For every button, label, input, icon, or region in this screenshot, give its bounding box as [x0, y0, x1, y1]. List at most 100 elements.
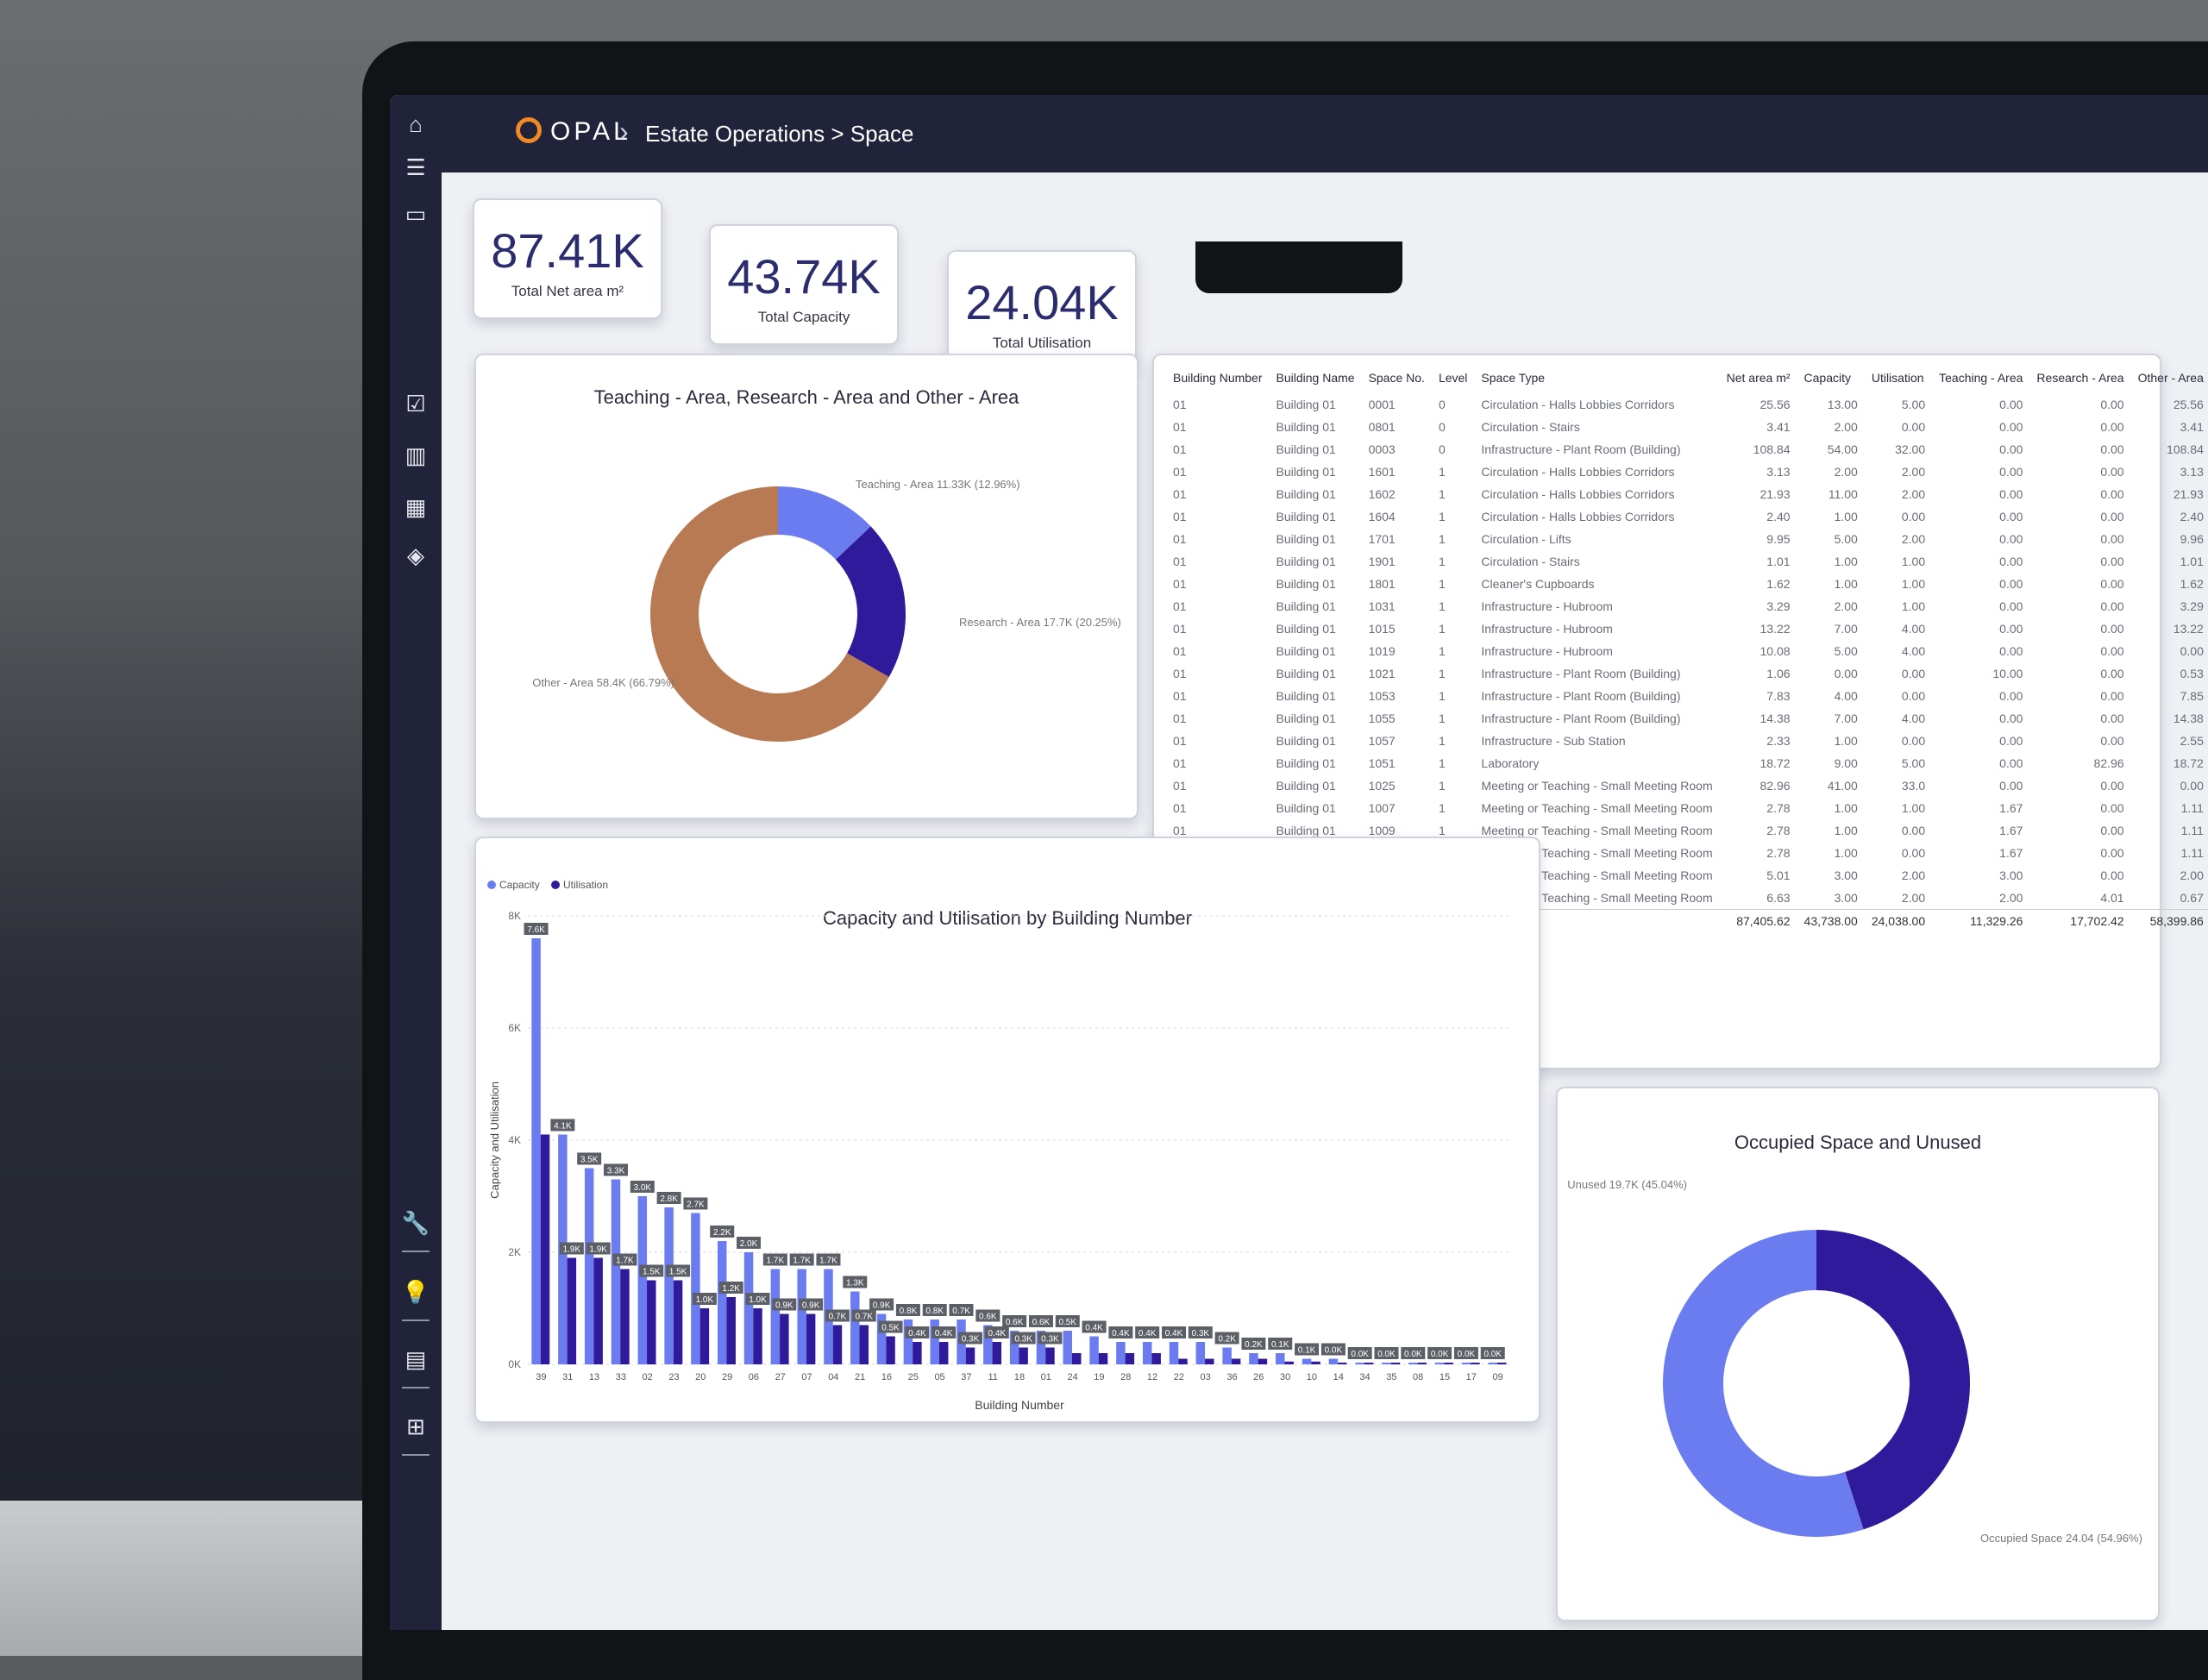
table-row[interactable]: 01 Building 01 1021 1 Infrastructure - Plant…	[1166, 662, 2208, 685]
utilisation-bar[interactable]	[647, 1280, 656, 1365]
column-header[interactable]: Building Number	[1173, 371, 1263, 385]
column-header[interactable]: Space Type	[1481, 371, 1546, 385]
table-row[interactable]: 01 Building 01 1053 1 Infrastructure - Plant…	[1166, 685, 2208, 707]
capacity-bar[interactable]	[664, 1207, 674, 1364]
utilisation-bar[interactable]	[1471, 1363, 1480, 1364]
table-row[interactable]: 01 Building 01 1801 1 Cleaner's Cupboards 1.6…	[1166, 573, 2208, 595]
table-row[interactable]: 01 Building 01 1901 1 Circulation - Stairs 1.…	[1166, 550, 2208, 573]
capacity-bar[interactable]	[903, 1320, 913, 1364]
capacity-bar[interactable]	[850, 1291, 860, 1365]
home-icon[interactable]: ⌂	[409, 111, 423, 137]
capacity-bar[interactable]	[1142, 1342, 1152, 1364]
utilisation-bar[interactable]	[1178, 1358, 1188, 1365]
capacity-bar[interactable]	[1036, 1331, 1046, 1364]
utilisation-bar[interactable]	[780, 1313, 789, 1365]
capacity-bar[interactable]	[1461, 1363, 1471, 1364]
utilisation-bar[interactable]	[620, 1269, 630, 1365]
capacity-bar[interactable]	[1408, 1363, 1418, 1364]
utilisation-bar[interactable]	[726, 1297, 736, 1364]
table-row[interactable]: 01 Building 01 1055 1 Infrastructure - Plant…	[1166, 707, 2208, 730]
column-header[interactable]: Space No.	[1368, 371, 1425, 385]
capacity-bar[interactable]	[1276, 1353, 1285, 1364]
capacity-bar[interactable]	[1382, 1363, 1391, 1364]
utilisation-bar[interactable]	[1390, 1363, 1401, 1364]
capacity-bar[interactable]	[770, 1269, 781, 1365]
column-header[interactable]: Research - Area	[2036, 371, 2124, 385]
column-header[interactable]: Building Name	[1276, 371, 1355, 385]
utilisation-bar[interactable]	[1231, 1358, 1241, 1365]
capacity-bar[interactable]	[1169, 1342, 1179, 1364]
capacity-bar[interactable]	[584, 1168, 594, 1365]
wrench-icon[interactable]: 🔧	[401, 1210, 430, 1236]
column-header[interactable]: Teaching - Area	[1939, 371, 2023, 385]
capacity-bar[interactable]	[1222, 1347, 1232, 1365]
column-header[interactable]: Other - Area	[2137, 371, 2204, 385]
column-header[interactable]: Level	[1438, 371, 1468, 385]
utilisation-bar[interactable]	[1151, 1353, 1161, 1364]
utilisation-bar[interactable]	[992, 1342, 1002, 1364]
table-row[interactable]: 01 Building 01 1025 1 Meeting or Teaching - …	[1166, 774, 2208, 797]
capacity-bar[interactable]	[930, 1320, 939, 1364]
buildings-icon[interactable]: ▥	[405, 442, 427, 468]
utilisation-bar[interactable]	[1258, 1358, 1268, 1365]
capacity-bar[interactable]	[717, 1241, 727, 1364]
utilisation-bar[interactable]	[1205, 1358, 1214, 1365]
table-row[interactable]: 01 Building 01 1057 1 Infrastructure - Sub S…	[1166, 730, 2208, 752]
utilisation-bar[interactable]	[1284, 1361, 1294, 1364]
table-row[interactable]: 01 Building 01 1701 1 Circulation - Lifts 9.9…	[1166, 528, 2208, 550]
utilisation-bar[interactable]	[540, 1134, 550, 1365]
utilisation-bar[interactable]	[1045, 1347, 1055, 1365]
utilisation-bar[interactable]	[859, 1325, 869, 1365]
document-icon[interactable]: ▤	[405, 1346, 427, 1372]
donut-slice[interactable]	[778, 486, 871, 560]
table-row[interactable]: 01 Building 01 1015 1 Infrastructure - Hubro…	[1166, 617, 2208, 640]
capacity-bar[interactable]	[1302, 1358, 1312, 1365]
utilisation-bar[interactable]	[699, 1308, 710, 1364]
capacity-bar[interactable]	[1009, 1331, 1019, 1364]
tablet-icon[interactable]: ▭	[405, 201, 427, 227]
utilisation-bar[interactable]	[1444, 1363, 1453, 1364]
utilisation-bar[interactable]	[567, 1257, 577, 1365]
capacity-bar[interactable]	[1089, 1336, 1099, 1365]
utilisation-bar[interactable]	[913, 1342, 922, 1364]
capacity-bar[interactable]	[691, 1213, 700, 1365]
table-row[interactable]: 01 Building 01 1031 1 Infrastructure - Hubro…	[1166, 595, 2208, 617]
capacity-bar[interactable]	[531, 938, 541, 1364]
table-row[interactable]: 01 Building 01 0801 0 Circulation - Stairs 3.…	[1166, 416, 2208, 438]
utilisation-bar[interactable]	[753, 1308, 762, 1364]
utilisation-bar[interactable]	[1098, 1353, 1108, 1364]
lightbulb-icon[interactable]: 💡	[401, 1279, 430, 1305]
table-row[interactable]: 01 Building 01 1019 1 Infrastructure - Hubro…	[1166, 640, 2208, 662]
capacity-bar[interactable]	[611, 1179, 621, 1365]
breadcrumb[interactable]: Estate Operations > Space	[645, 121, 914, 147]
utilisation-bar[interactable]	[965, 1347, 975, 1365]
building-network-icon[interactable]: ▦	[405, 494, 427, 520]
utilisation-bar[interactable]	[1338, 1363, 1347, 1364]
utilisation-bar[interactable]	[1311, 1361, 1320, 1364]
capacity-bar[interactable]	[983, 1325, 993, 1365]
column-header[interactable]: Net area m²	[1726, 371, 1791, 385]
layers-icon[interactable]: ◈	[407, 542, 424, 568]
table-row[interactable]: 01 Building 01 0001 0 Circulation - Halls Lo…	[1166, 393, 2208, 416]
capacity-bar[interactable]	[1434, 1363, 1445, 1364]
capacity-bar[interactable]	[1116, 1342, 1126, 1364]
table-row[interactable]: 01 Building 01 1604 1 Circulation - Halls Lo…	[1166, 505, 2208, 528]
table-row[interactable]: 01 Building 01 1007 1 Meeting or Teaching - …	[1166, 797, 2208, 819]
utilisation-bar[interactable]	[832, 1325, 843, 1365]
utilisation-bar[interactable]	[1364, 1363, 1374, 1364]
capacity-bar[interactable]	[797, 1269, 806, 1365]
capacity-bar[interactable]	[1355, 1363, 1364, 1364]
table-row[interactable]: 01 Building 01 0003 0 Infrastructure - Plant…	[1166, 438, 2208, 461]
column-header[interactable]: Utilisation	[1871, 371, 1924, 385]
utilisation-bar[interactable]	[886, 1336, 895, 1365]
donut-slice[interactable]	[1816, 1230, 1970, 1530]
utilisation-bar[interactable]	[1125, 1353, 1135, 1364]
capacity-bar[interactable]	[637, 1196, 648, 1364]
capacity-bar[interactable]	[1195, 1342, 1206, 1364]
table-row[interactable]: 01 Building 01 1601 1 Circulation - Halls Lo…	[1166, 461, 2208, 483]
capacity-bar[interactable]	[876, 1313, 887, 1365]
table-row[interactable]: 01 Building 01 1051 1 Laboratory 18.72 9.00 5.0…	[1166, 752, 2208, 774]
utilisation-bar[interactable]	[593, 1257, 603, 1365]
checklist-icon[interactable]: ☑	[405, 391, 426, 417]
donut-slice[interactable]	[1663, 1230, 1864, 1537]
